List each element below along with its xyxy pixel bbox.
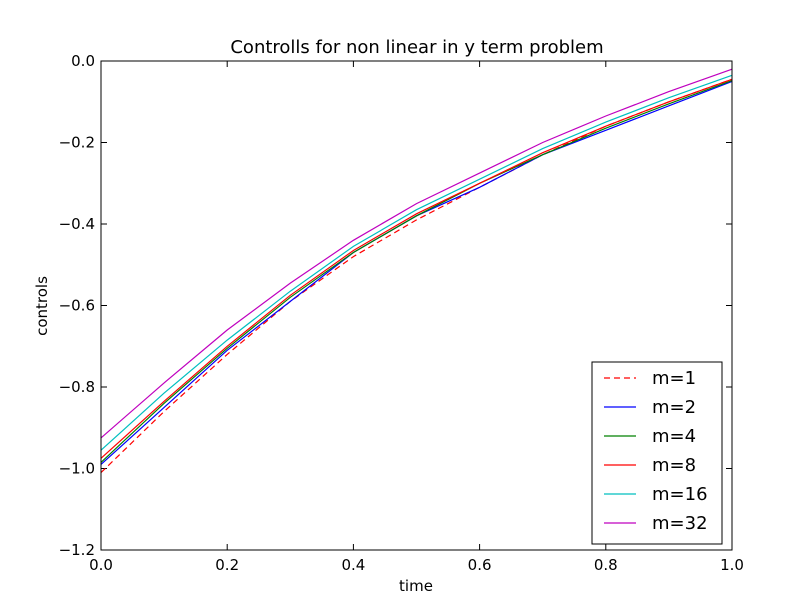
y-tick-label: 0.0 <box>71 52 95 70</box>
x-tick-label: 0.0 <box>89 556 113 574</box>
plot-frame <box>100 60 733 551</box>
legend-label: m=1 <box>652 368 696 389</box>
x-tick-label: 0.2 <box>215 556 239 574</box>
legend-label: m=2 <box>652 397 696 418</box>
y-axis-label: controls <box>33 276 51 336</box>
x-tick-label: 1.0 <box>720 556 744 574</box>
series-line-m1 <box>100 78 733 474</box>
chart-title: Controlls for non linear in y term probl… <box>230 37 603 58</box>
legend-label: m=16 <box>652 484 708 505</box>
y-tick-label: −0.8 <box>59 378 95 396</box>
x-tick-label: 0.4 <box>341 556 365 574</box>
series-line-m16 <box>100 74 733 451</box>
series-line-m8 <box>100 78 733 459</box>
legend-label: m=4 <box>652 426 696 447</box>
y-tick-label: −0.6 <box>59 297 95 315</box>
y-tick-label: −0.4 <box>59 215 95 233</box>
legend-label: m=8 <box>652 455 696 476</box>
x-axis-label: time <box>399 577 433 595</box>
legend: m=1 m=2 m=4 m=8 m=16 m=32 <box>591 361 723 545</box>
y-tick-label: −0.2 <box>59 134 95 152</box>
axis-ticks: 0.0 0.2 0.4 0.6 0.8 1.0 0.0 −0.2 −0.4 −0.6 −0.8 −1.… <box>59 52 744 574</box>
y-tick-label: −1.0 <box>59 460 95 478</box>
legend-box <box>591 361 723 545</box>
x-tick-label: 0.8 <box>594 556 618 574</box>
x-tick-label: 0.6 <box>468 556 492 574</box>
y-tick-label: −1.2 <box>59 541 95 559</box>
series-line-m32 <box>100 68 733 439</box>
series-lines <box>100 68 733 474</box>
series-line-m4 <box>100 80 733 463</box>
legend-label: m=32 <box>652 513 708 534</box>
